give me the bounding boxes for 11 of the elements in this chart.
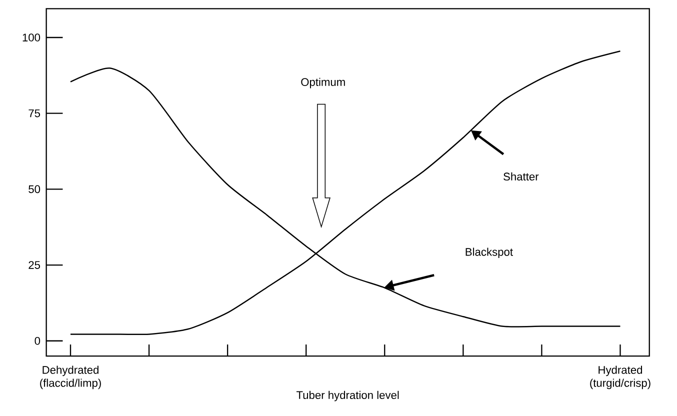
x-axis-title: Tuber hydration level	[296, 390, 399, 402]
x-tick-label: Hydrated (turgid/crisp)	[590, 366, 650, 390]
x-tick-label: Dehydrated (flaccid/limp)	[40, 366, 101, 390]
y-tick-label: 100	[22, 34, 40, 42]
y-tick-label: 25	[28, 261, 40, 270]
y-tick-label: 0	[34, 337, 40, 345]
annotation: Optimum	[301, 78, 345, 88]
y-tick-label: 75	[28, 110, 40, 118]
annotation: Shatter	[504, 172, 539, 181]
annotation: Blackspot	[466, 248, 513, 258]
y-tick-label: 50	[28, 185, 40, 194]
